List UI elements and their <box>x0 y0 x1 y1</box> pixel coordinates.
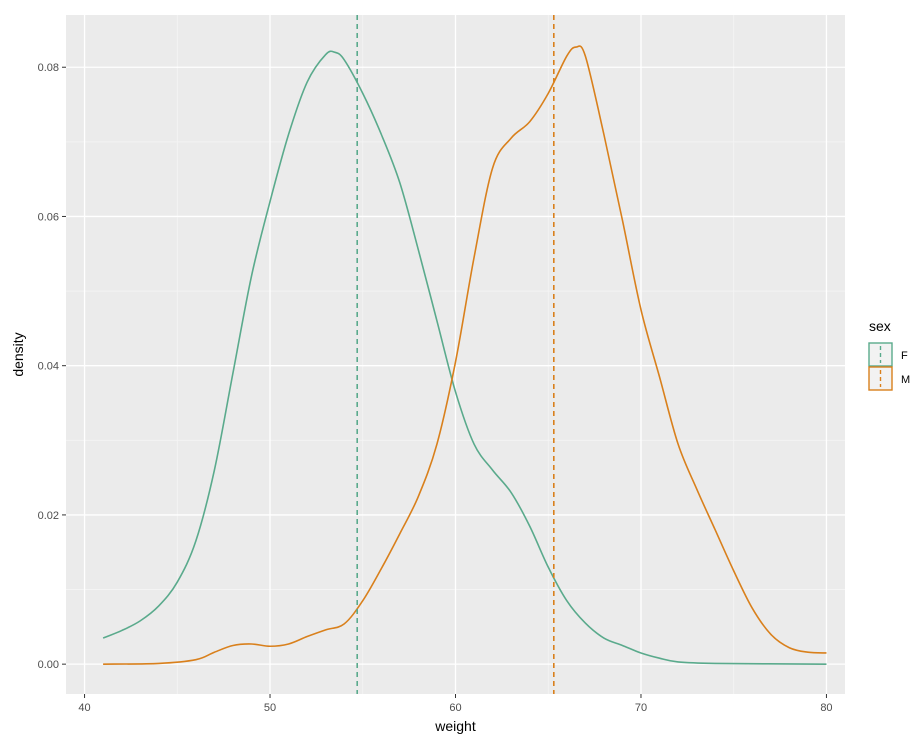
y-tick-label: 0.08 <box>38 62 59 74</box>
x-tick-label: 50 <box>264 702 276 714</box>
legend-title: sex <box>869 318 891 334</box>
legend: sex FM <box>868 318 910 391</box>
y-tick-label: 0.06 <box>38 211 59 223</box>
x-tick-label: 70 <box>635 702 647 714</box>
legend-label-f: F <box>901 350 908 362</box>
legend-label-m: M <box>901 374 910 386</box>
y-axis-title: density <box>10 332 26 376</box>
legend-item-f: F <box>868 342 908 367</box>
density-curves <box>102 45 827 665</box>
y-tick-label: 0.04 <box>38 361 59 373</box>
major-gridlines <box>66 15 845 694</box>
x-tick-label: 80 <box>820 702 832 714</box>
x-axis: 40 50 60 70 80 <box>78 694 833 714</box>
x-axis-title: weight <box>434 718 476 734</box>
density-curve-m <box>103 45 827 665</box>
y-tick-label: 0.00 <box>38 659 59 671</box>
x-tick-label: 60 <box>449 702 461 714</box>
density-curve-f <box>102 50 827 665</box>
legend-item-m: M <box>868 366 910 391</box>
y-axis: 0.00 0.02 0.04 0.06 0.08 <box>38 62 66 671</box>
x-tick-label: 40 <box>78 702 90 714</box>
y-tick-label: 0.02 <box>38 510 59 522</box>
